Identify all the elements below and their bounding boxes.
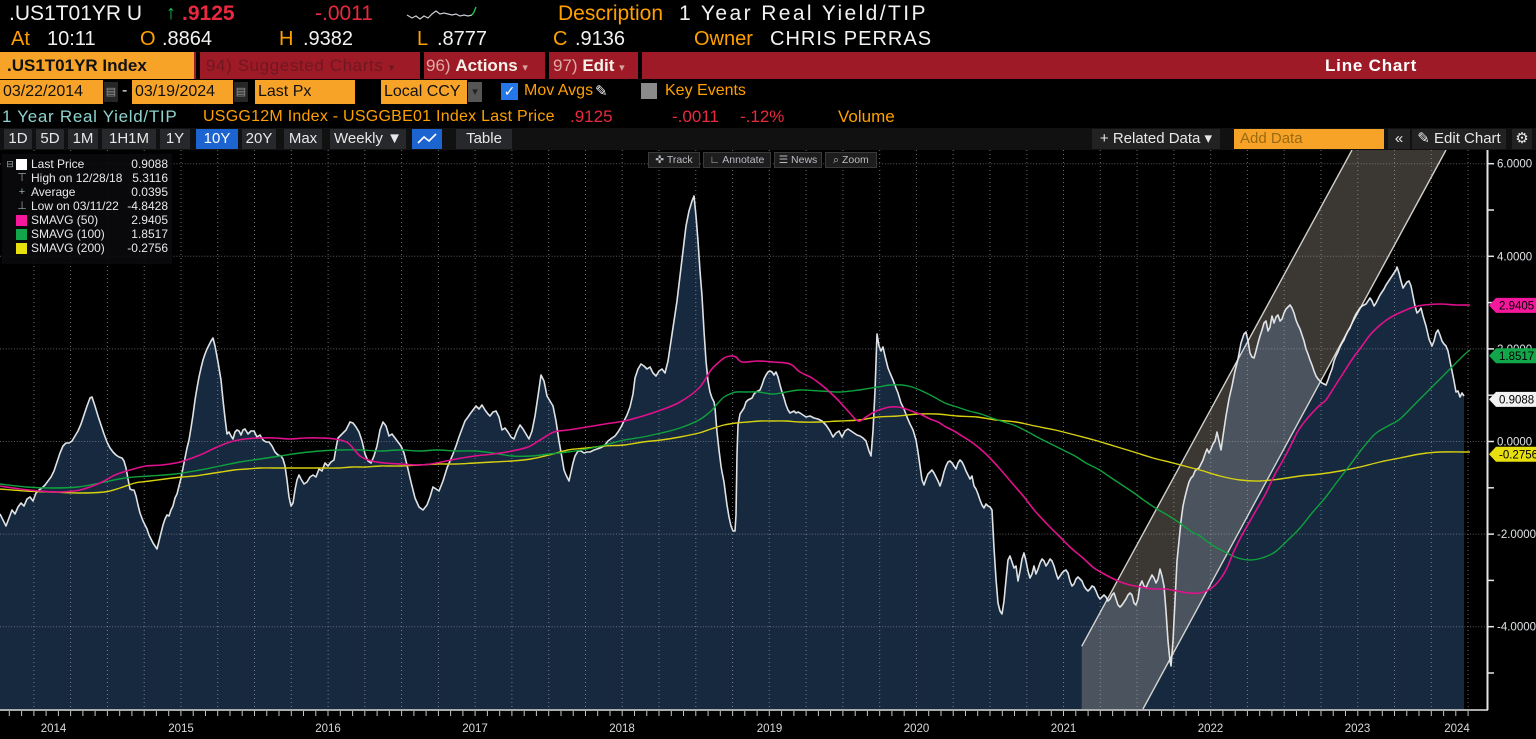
- svg-text:-2.0000: -2.0000: [1497, 529, 1536, 541]
- svg-text:2019: 2019: [757, 723, 783, 735]
- svg-text:2.9405: 2.9405: [1499, 300, 1534, 312]
- svg-text:2023: 2023: [1345, 723, 1371, 735]
- svg-text:2020: 2020: [904, 723, 930, 735]
- svg-text:4.0000: 4.0000: [1497, 251, 1532, 263]
- svg-text:0.0000: 0.0000: [1497, 437, 1532, 449]
- svg-text:2018: 2018: [609, 723, 635, 735]
- svg-text:2022: 2022: [1198, 723, 1224, 735]
- svg-text:2017: 2017: [462, 723, 488, 735]
- svg-text:2016: 2016: [315, 723, 341, 735]
- svg-text:6.0000: 6.0000: [1497, 159, 1532, 171]
- svg-text:-0.2756: -0.2756: [1499, 449, 1536, 461]
- svg-text:2014: 2014: [41, 723, 67, 735]
- svg-text:-4.0000: -4.0000: [1497, 622, 1536, 634]
- svg-text:2015: 2015: [168, 723, 194, 735]
- svg-text:2021: 2021: [1051, 723, 1077, 735]
- svg-text:2024: 2024: [1444, 723, 1470, 735]
- svg-text:1.8517: 1.8517: [1499, 351, 1534, 363]
- svg-text:0.9088: 0.9088: [1499, 394, 1534, 406]
